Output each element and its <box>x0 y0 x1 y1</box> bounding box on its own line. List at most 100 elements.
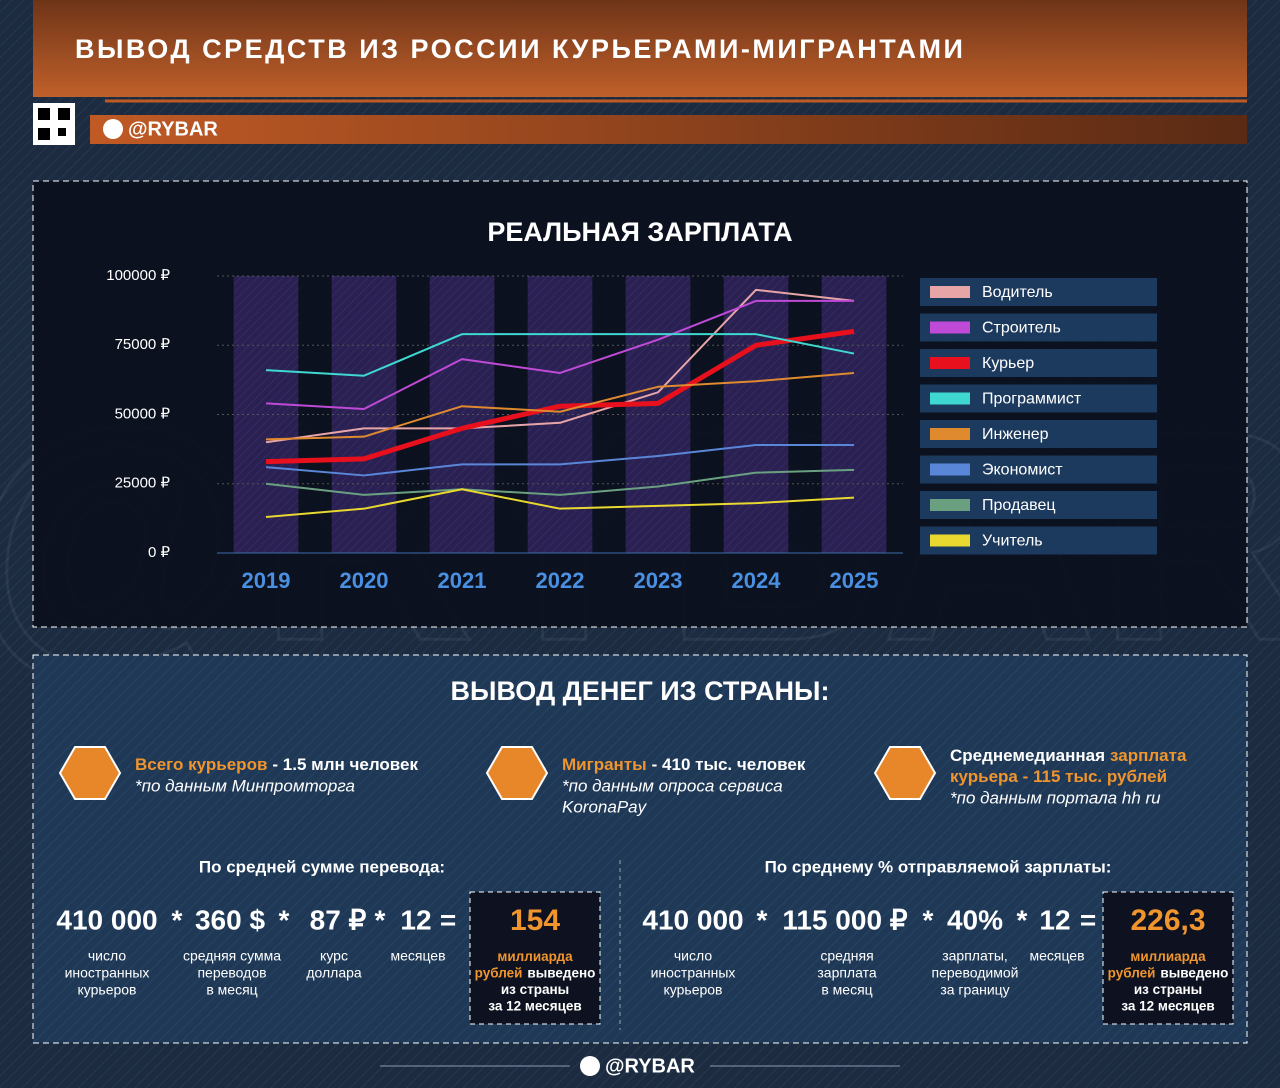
result-box <box>469 891 601 1025</box>
text-segment: Мигранты <box>562 755 647 774</box>
calc-term: 87 ₽ <box>310 904 367 935</box>
calc-title: По среднему % отправляемой зарплаты: <box>765 857 1112 876</box>
calc-term: 12 <box>1039 904 1070 935</box>
info-note: *по данным портала hh ru <box>950 788 1161 807</box>
series-line <box>265 288 855 444</box>
x-tick-label: 2022 <box>536 568 585 593</box>
calc-caption: переводимой <box>932 965 1019 981</box>
calc-operator: * <box>923 904 934 935</box>
text-segment: курьера - 115 тыс. рублей <box>950 767 1167 786</box>
legend-label: Программист <box>982 391 1082 408</box>
header-band <box>33 0 1247 97</box>
footer-handle: @RYBAR <box>605 1055 695 1077</box>
page-title: ВЫВОД СРЕДСТВ ИЗ РОССИИ КУРЬЕРАМИ-МИГРАН… <box>75 34 965 64</box>
info-text: рублей выведено <box>475 965 596 980</box>
calc-caption: за границу <box>940 982 1009 998</box>
calc-caption: иностранных <box>651 965 736 981</box>
chart-title: РЕАЛЬНАЯ ЗАРПЛАТА <box>487 217 792 247</box>
y-tick-label: 0 ₽ <box>148 544 171 561</box>
calc-term: 410 000 <box>56 904 157 935</box>
info-text: Мигранты - 410 тыс. человек <box>562 755 806 774</box>
text-segment: выведено <box>527 965 595 980</box>
info-text: миллиарда <box>497 949 573 964</box>
info-text: за 12 месяцев <box>488 998 581 1013</box>
calc-caption: курс <box>320 948 348 964</box>
series-line <box>265 371 855 441</box>
calc-caption: иностранных <box>65 965 150 981</box>
info-text: рублей выведено <box>1108 965 1229 980</box>
calc-caption: в месяц <box>821 982 872 998</box>
info-text: Среднемедианная зарплата <box>950 746 1187 765</box>
calc-operator: * <box>279 904 290 935</box>
handle-bar <box>90 115 1247 144</box>
legend-label: Строитель <box>982 320 1061 337</box>
calc-caption: средняя <box>820 948 873 964</box>
series-line <box>265 443 854 477</box>
y-tick-label: 75000 ₽ <box>115 336 171 353</box>
legend-swatch <box>930 428 970 440</box>
info-panel <box>32 654 1248 1044</box>
text-segment: из страны <box>501 982 569 997</box>
info-title: ВЫВОД ДЕНЕГ ИЗ СТРАНЫ: <box>451 676 830 706</box>
text-segment: за 12 месяцев <box>488 998 581 1013</box>
qr-code <box>58 108 70 120</box>
calc-caption: курьеров <box>663 982 722 998</box>
info-note: *по данным опроса сервиса <box>562 776 783 795</box>
calc-caption: число <box>674 948 712 964</box>
text-segment: из страны <box>1134 982 1202 997</box>
calc-operator: * <box>757 904 768 935</box>
calc-term: 360 $ <box>195 904 265 935</box>
text-segment: - 1.5 млн человек <box>272 755 418 774</box>
result-box <box>1102 891 1234 1025</box>
info-icon <box>58 746 122 800</box>
text-segment: выведено <box>1160 965 1228 980</box>
x-tick-label: 2020 <box>340 568 389 593</box>
calc-caption: средняя сумма <box>183 948 281 964</box>
x-tick-label: 2019 <box>242 568 291 593</box>
calc-caption: зарплата <box>817 965 876 981</box>
legend-swatch <box>930 499 970 511</box>
y-tick-label: 25000 ₽ <box>115 475 171 492</box>
info-text: миллиарда <box>1130 949 1206 964</box>
legend-swatch <box>930 534 970 547</box>
legend-swatch <box>930 286 970 298</box>
legend-label: Экономист <box>982 462 1063 479</box>
series-line <box>265 488 855 518</box>
info-text: Всего курьеров - 1.5 млн человек <box>135 755 418 774</box>
telegram-icon <box>103 119 123 139</box>
telegram-icon <box>580 1056 600 1076</box>
handle: @RYBAR <box>128 118 218 140</box>
legend-swatch <box>930 321 970 334</box>
qr-code <box>58 128 66 136</box>
result-value: 154 <box>510 904 560 937</box>
info-note: KoronaPay <box>562 797 648 816</box>
calc-operator: * <box>1017 904 1028 935</box>
calc-caption: месяцев <box>390 948 445 964</box>
qr-code <box>38 108 50 120</box>
y-tick-label: 100000 ₽ <box>106 267 170 284</box>
calc-caption: курьеров <box>77 982 136 998</box>
qr-code <box>38 128 50 140</box>
info-text: курьера - 115 тыс. рублей <box>950 767 1167 786</box>
text-segment: - 410 тыс. человек <box>652 755 806 774</box>
text-segment: зарплата <box>1110 746 1187 765</box>
info-icon <box>485 746 549 800</box>
calc-caption: число <box>88 948 126 964</box>
calc-term: 40% <box>947 904 1003 935</box>
info-text: из страны <box>501 982 569 997</box>
series-line <box>265 333 855 377</box>
calc-operator: * <box>172 904 183 935</box>
text-segment: рублей <box>475 965 523 980</box>
legend-label: Курьер <box>982 355 1034 372</box>
text-segment: за 12 месяцев <box>1121 998 1214 1013</box>
calc-caption: зарплаты, <box>942 948 1008 964</box>
series-line <box>265 299 854 410</box>
x-tick-label: 2021 <box>438 568 487 593</box>
legend-swatch <box>930 463 970 476</box>
calc-term: 410 000 <box>642 904 743 935</box>
calc-term: 12 <box>400 904 431 935</box>
text-segment: Среднемедианная <box>950 746 1105 765</box>
legend-swatch <box>930 357 970 369</box>
legend-label: Водитель <box>982 284 1053 301</box>
y-tick-label: 50000 ₽ <box>115 405 171 422</box>
